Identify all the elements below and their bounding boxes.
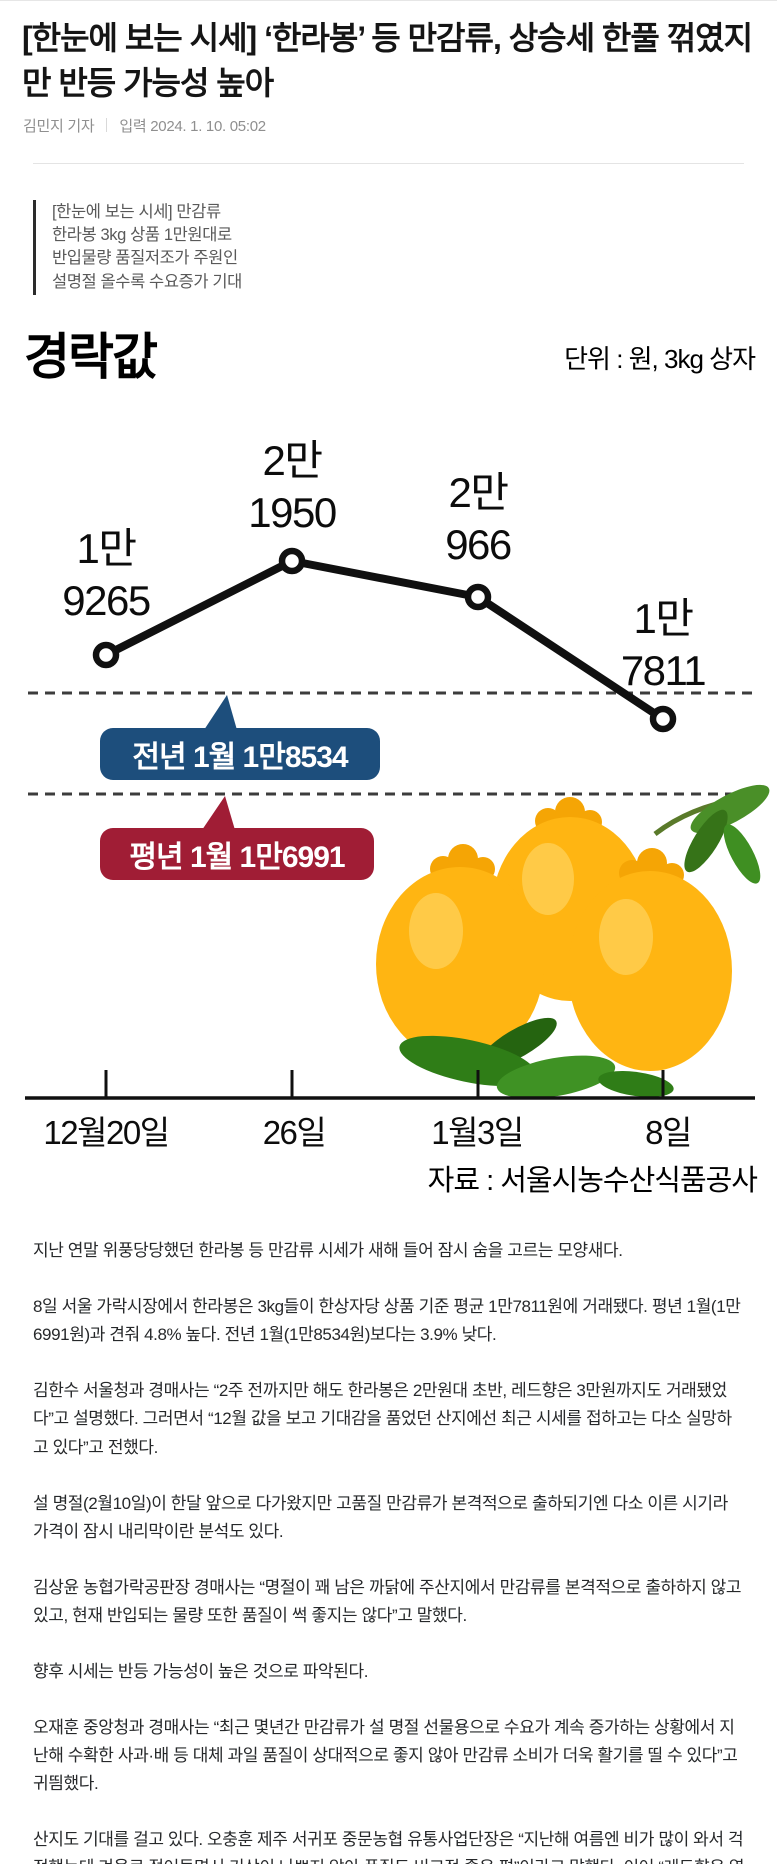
reporter-name: 김민지 기자 bbox=[23, 117, 95, 135]
value-label: 2만 966 bbox=[445, 469, 512, 568]
publish-time: 입력 2024. 1. 10. 05:02 bbox=[119, 117, 266, 135]
divider bbox=[33, 162, 744, 164]
headline: [한눈에 보는 시세] ‘한라봉’ 등 만감류, 상승세 한풀 꺾였지만 반등 … bbox=[22, 20, 753, 101]
axis-label: 8일 bbox=[645, 1114, 692, 1152]
badge-pointer-avg-year bbox=[202, 796, 235, 831]
axis-label: 12월20일 bbox=[43, 1114, 170, 1152]
body-paragraph: 8일 서울 가락시장에서 한라봉은 3kg들이 한상자당 상품 기준 평균 1만… bbox=[33, 1297, 741, 1345]
value-label: 1만 9265 bbox=[62, 525, 151, 624]
badge-prev-year: 전년 1월 1만8534 bbox=[100, 728, 380, 781]
axis-label: 1월3일 bbox=[431, 1114, 524, 1152]
summary-line: 설명절 올수록 수요증가 기대 bbox=[52, 272, 242, 291]
badge-avg-year: 평년 1월 1만6991 bbox=[100, 828, 374, 881]
data-point-marker bbox=[464, 584, 492, 611]
article-body: 지난 연말 위풍당당했던 한라봉 등 만감류 시세가 새해 들어 잠시 숨을 고… bbox=[0, 1237, 777, 1864]
chart-source: 자료 : 서울시농수산식품공사 bbox=[427, 1165, 758, 1198]
body-paragraph: 설 명절(2월10일)이 한달 앞으로 다가왔지만 고품질 만감류가 본격적으로… bbox=[33, 1493, 728, 1541]
data-point-marker bbox=[278, 548, 306, 575]
summary-box: [한눈에 보는 시세] 만감류 한라봉 3kg 상품 1만원대로 반입물량 품질… bbox=[33, 199, 744, 296]
hallabong-photo bbox=[376, 785, 770, 1099]
byline-separator bbox=[106, 118, 108, 133]
data-point-marker bbox=[649, 706, 677, 733]
byline: 김민지 기자 입력 2024. 1. 10. 05:02 bbox=[23, 115, 777, 136]
body-paragraph: 김상윤 농협가락공판장 경매사는 “명절이 꽤 남은 까닭에 주산지에서 만감류… bbox=[33, 1577, 742, 1625]
body-paragraph: 향후 시세는 반등 가능성이 높은 것으로 파악된다. bbox=[33, 1661, 369, 1681]
data-point-marker bbox=[92, 642, 120, 669]
chart-canvas bbox=[25, 548, 770, 1101]
price-chart-figure: 경락값 단위 : 원, 3kg 상자 bbox=[0, 309, 777, 1205]
value-label: 1만 7811 bbox=[620, 595, 707, 694]
body-paragraph: 김한수 서울청과 경매사는 “2주 전까지만 해도 한라봉은 2만원대 초반, … bbox=[33, 1381, 732, 1457]
summary-line: 반입물량 품질저조가 주원인 bbox=[52, 249, 238, 268]
value-label: 2만 1950 bbox=[248, 437, 337, 536]
body-paragraph: 오재훈 중앙청과 경매사는 “최근 몇년간 만감류가 설 명절 선물용으로 수요… bbox=[33, 1717, 738, 1793]
body-paragraph: 지난 연말 위풍당당했던 한라봉 등 만감류 시세가 새해 들어 잠시 숨을 고… bbox=[33, 1241, 623, 1261]
summary-line: 한라봉 3kg 상품 1만원대로 bbox=[52, 226, 232, 245]
chart-title: 경락값 bbox=[24, 329, 158, 386]
price-line bbox=[102, 557, 667, 724]
badge-pointer-prev-year bbox=[204, 695, 237, 731]
axis-label: 26일 bbox=[262, 1114, 327, 1152]
body-paragraph: 산지도 기대를 걸고 있다. 오충훈 제주 서귀포 중문농협 유통사업단장은 “… bbox=[33, 1829, 745, 1864]
summary-line: [한눈에 보는 시세] 만감류 bbox=[52, 202, 221, 221]
chart-unit-label: 단위 : 원, 3kg 상자 bbox=[564, 344, 756, 375]
